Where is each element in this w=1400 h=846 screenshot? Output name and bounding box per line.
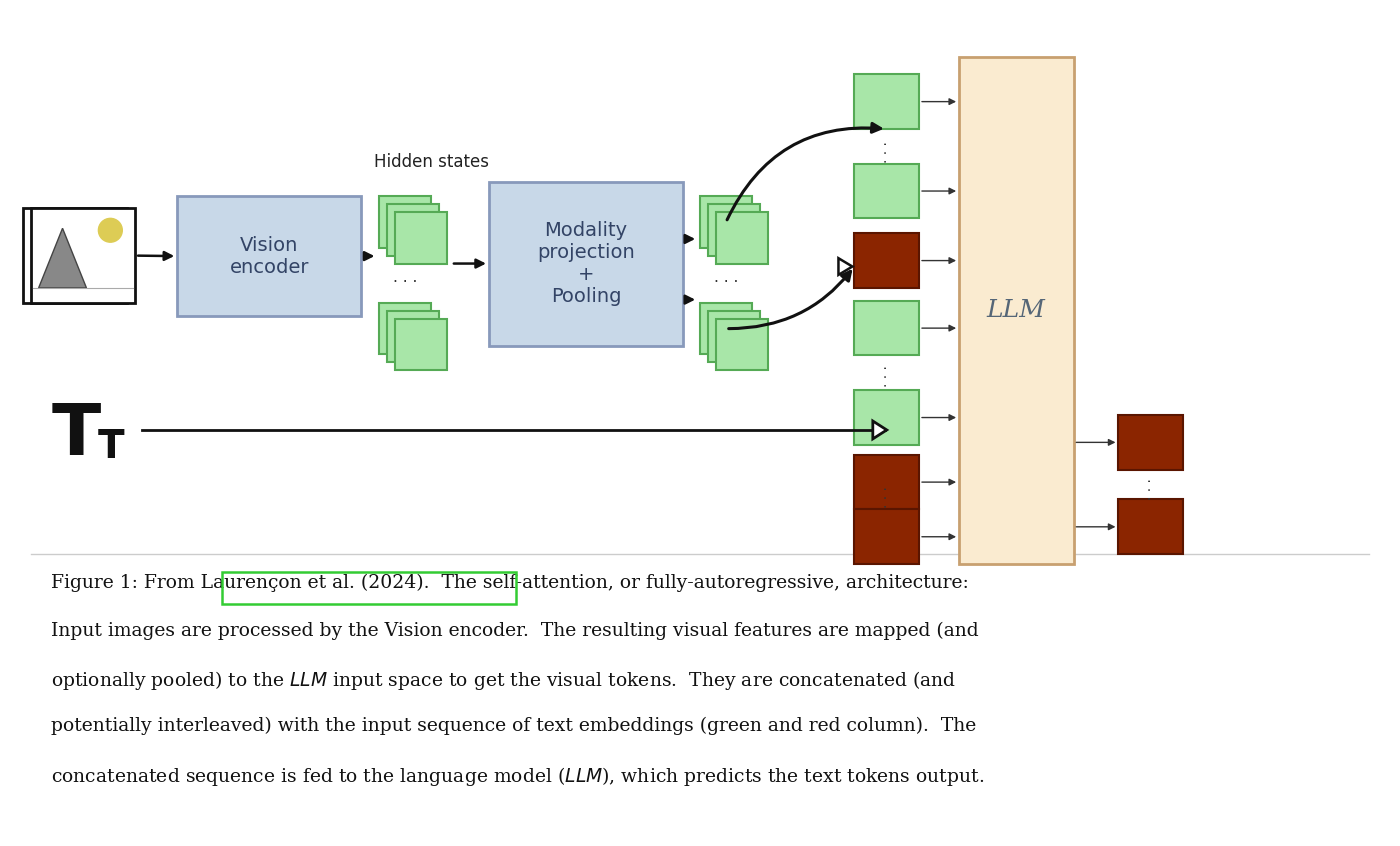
Text: Hidden states: Hidden states xyxy=(374,153,489,171)
Text: · · ·: · · · xyxy=(714,276,738,290)
Bar xyxy=(379,303,431,354)
Bar xyxy=(176,196,361,316)
Bar xyxy=(854,301,920,355)
Bar xyxy=(959,58,1074,564)
Text: · · ·: · · · xyxy=(879,486,893,508)
Bar xyxy=(708,310,760,362)
Bar xyxy=(854,509,920,564)
Bar xyxy=(854,390,920,445)
Text: · · ·: · · · xyxy=(393,276,417,290)
Bar xyxy=(715,212,767,264)
Bar xyxy=(854,164,920,218)
Bar xyxy=(708,205,760,256)
Polygon shape xyxy=(839,258,853,275)
Bar xyxy=(395,319,447,371)
Text: Input images are processed by the Vision encoder.  The resulting visual features: Input images are processed by the Vision… xyxy=(50,622,979,640)
Circle shape xyxy=(98,218,122,242)
Text: concatenated sequence is fed to the language model ($\mathit{LLM}$), which predi: concatenated sequence is fed to the lang… xyxy=(50,765,984,788)
Text: potentially interleaved) with the input sequence of text embeddings (green and r: potentially interleaved) with the input … xyxy=(50,717,976,735)
Text: Modality
projection
+
Pooling: Modality projection + Pooling xyxy=(538,221,634,306)
Text: · · ·: · · · xyxy=(879,140,893,162)
Bar xyxy=(223,572,515,604)
Bar xyxy=(854,455,920,509)
Text: Vision
encoder: Vision encoder xyxy=(230,235,309,277)
Bar xyxy=(489,182,683,345)
Bar xyxy=(1119,415,1183,470)
Bar xyxy=(1119,499,1183,554)
Bar xyxy=(388,310,440,362)
Text: Figure 1: From Laurençon et al. (2024).  The self-attention, or fully-autoregres: Figure 1: From Laurençon et al. (2024). … xyxy=(50,574,969,592)
Text: $\mathbf{T}$: $\mathbf{T}$ xyxy=(98,429,126,466)
Polygon shape xyxy=(872,421,886,439)
Text: $\mathbf{T}$: $\mathbf{T}$ xyxy=(50,399,101,470)
Text: · · ·: · · · xyxy=(1144,479,1158,501)
Polygon shape xyxy=(22,208,127,303)
Text: LLM: LLM xyxy=(987,299,1046,322)
Bar xyxy=(854,233,920,288)
Text: · · ·: · · · xyxy=(879,365,893,387)
Bar xyxy=(854,74,920,129)
Bar xyxy=(700,196,752,248)
Bar xyxy=(715,319,767,371)
Bar xyxy=(700,303,752,354)
Bar xyxy=(388,205,440,256)
Polygon shape xyxy=(39,228,87,288)
Bar xyxy=(395,212,447,264)
Bar xyxy=(31,208,136,303)
Bar xyxy=(379,196,431,248)
Text: optionally pooled) to the $\mathit{LLM}$ input space to get the visual tokens.  : optionally pooled) to the $\mathit{LLM}$… xyxy=(50,669,956,692)
